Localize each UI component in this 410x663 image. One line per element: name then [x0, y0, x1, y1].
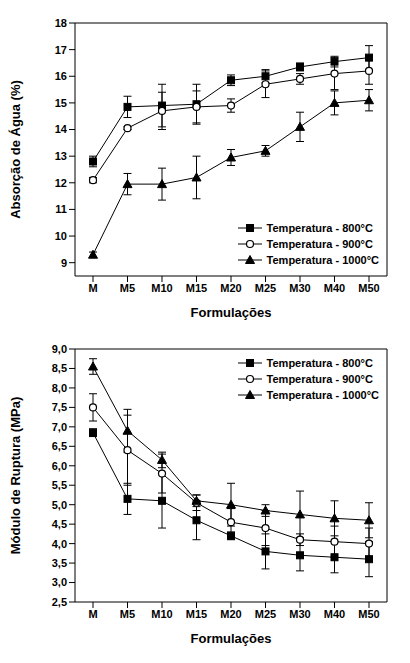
- svg-text:9,0: 9,0: [52, 343, 67, 355]
- svg-text:7,0: 7,0: [52, 421, 67, 433]
- svg-text:6,5: 6,5: [52, 440, 67, 452]
- svg-text:M: M: [88, 282, 97, 294]
- svg-text:M5: M5: [120, 282, 135, 294]
- svg-text:6,0: 6,0: [52, 460, 67, 472]
- svg-text:M30: M30: [289, 282, 310, 294]
- svg-text:4,5: 4,5: [52, 518, 67, 530]
- svg-text:M25: M25: [255, 608, 276, 620]
- svg-text:3,5: 3,5: [52, 557, 67, 569]
- svg-text:3,0: 3,0: [52, 576, 67, 588]
- svg-text:5,5: 5,5: [52, 479, 67, 491]
- svg-text:M40: M40: [324, 282, 345, 294]
- svg-text:18: 18: [55, 17, 67, 29]
- svg-text:10: 10: [55, 230, 67, 242]
- svg-text:M50: M50: [358, 608, 379, 620]
- svg-text:Absorção de Água (%): Absorção de Água (%): [8, 80, 23, 219]
- svg-text:M20: M20: [220, 608, 241, 620]
- svg-text:Formulações: Formulações: [191, 631, 272, 646]
- svg-text:12: 12: [55, 177, 67, 189]
- svg-text:Formulações: Formulações: [191, 305, 272, 320]
- svg-text:2,5: 2,5: [52, 596, 67, 608]
- svg-text:14: 14: [55, 123, 68, 135]
- svg-text:17: 17: [55, 44, 67, 56]
- svg-text:M15: M15: [186, 608, 207, 620]
- svg-text:9: 9: [61, 257, 67, 269]
- html-text:Temperatura - 900°C: Temperatura - 900°C: [266, 373, 373, 385]
- svg-text:8,5: 8,5: [52, 362, 67, 374]
- html-text:Temperatura - 800°C: Temperatura - 800°C: [266, 222, 373, 234]
- svg-text:M30: M30: [289, 608, 310, 620]
- svg-text:11: 11: [55, 203, 67, 215]
- svg-text:5,0: 5,0: [52, 499, 67, 511]
- svg-text:M5: M5: [120, 608, 135, 620]
- svg-text:M40: M40: [324, 608, 345, 620]
- svg-text:16: 16: [55, 70, 67, 82]
- svg-text:M10: M10: [151, 282, 172, 294]
- svg-text:M10: M10: [151, 608, 172, 620]
- svg-text:M50: M50: [358, 282, 379, 294]
- svg-text:M20: M20: [220, 282, 241, 294]
- svg-text:Módulo de Ruptura (MPa): Módulo de Ruptura (MPa): [8, 397, 23, 554]
- svg-text:M15: M15: [186, 282, 207, 294]
- svg-text:13: 13: [55, 150, 67, 162]
- svg-text:8,0: 8,0: [52, 382, 67, 394]
- svg-text:M25: M25: [255, 282, 276, 294]
- html-text:Temperatura - 1000°C: Temperatura - 1000°C: [266, 254, 379, 266]
- html-text:Temperatura - 800°C: Temperatura - 800°C: [266, 357, 373, 369]
- svg-text:7,5: 7,5: [52, 401, 67, 413]
- svg-text:M: M: [88, 608, 97, 620]
- svg-text:15: 15: [55, 97, 67, 109]
- html-text:Temperatura - 1000°C: Temperatura - 1000°C: [266, 389, 379, 401]
- html-text:Temperatura - 900°C: Temperatura - 900°C: [266, 238, 373, 250]
- svg-text:4,0: 4,0: [52, 538, 67, 550]
